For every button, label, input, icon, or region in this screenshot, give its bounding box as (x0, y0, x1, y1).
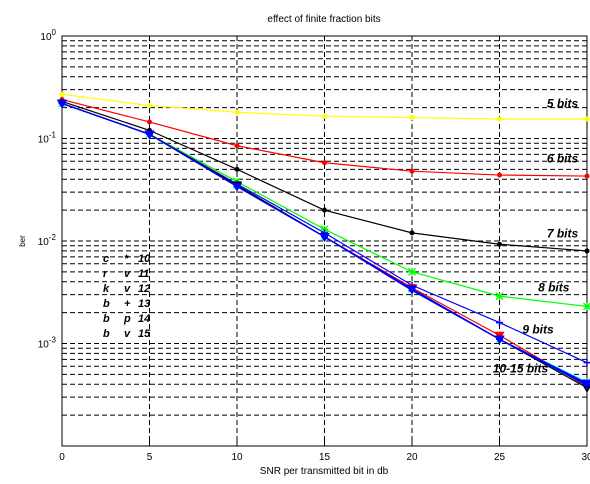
y-axis-label: ber (18, 235, 27, 247)
legend-marker-code: v (124, 268, 131, 280)
curve-label: 8 bits (538, 281, 570, 295)
legend-color-code: b (103, 298, 110, 310)
legend-row: b v 15 (103, 328, 151, 340)
legend-row: b +13 (103, 298, 150, 310)
data-point (234, 109, 240, 115)
x-tick-label: 0 (59, 452, 65, 463)
series-11 (56, 99, 590, 389)
series-layer (56, 91, 590, 393)
data-point (583, 302, 590, 311)
x-tick-label: 5 (147, 452, 153, 463)
data-point (408, 267, 416, 276)
legend-marker-code: * (124, 253, 129, 265)
legend-row: b p 14 (103, 313, 150, 325)
y-tick-label: 10-2 (38, 233, 57, 248)
data-point (234, 143, 240, 149)
legend-bits-value: 11 (138, 268, 149, 280)
data-point (409, 115, 415, 121)
legend-marker-code: + (124, 298, 131, 310)
data-point (147, 119, 152, 125)
curve-label: 9 bits (522, 323, 554, 337)
legend-color-code: r (103, 268, 108, 280)
curve-label: 5 bits (547, 97, 579, 111)
legend-marker-code: v (124, 283, 131, 295)
data-point (584, 116, 590, 122)
x-tick-label: 25 (494, 452, 506, 463)
data-point (409, 168, 415, 174)
y-tick-label: 10-1 (38, 131, 57, 146)
curve-label: 7 bits (547, 227, 579, 241)
y-tick-label: 10-3 (38, 336, 57, 351)
curve-label: 6 bits (547, 152, 579, 166)
data-point (59, 91, 65, 97)
legend-bits-value: 15 (138, 328, 151, 340)
data-point (319, 233, 330, 242)
legend-color-code: c (103, 253, 109, 265)
data-point (496, 319, 503, 327)
x-tick-label: 15 (319, 452, 331, 463)
legend-bits-value: 14 (138, 313, 150, 325)
data-point (406, 285, 418, 295)
legend-marker-code: p (123, 313, 131, 325)
data-point (144, 130, 155, 140)
data-point (322, 207, 327, 213)
series-1 (59, 91, 590, 122)
data-point (497, 116, 502, 122)
data-point (581, 379, 590, 389)
legend-bits-value: 12 (138, 283, 150, 295)
y-tick-label: 100 (40, 28, 56, 43)
x-tick-label: 10 (231, 452, 243, 463)
data-point (56, 99, 68, 109)
data-point (583, 359, 590, 367)
legend-bits-value: 13 (138, 298, 150, 310)
data-point (147, 102, 152, 108)
data-point (231, 182, 243, 192)
data-point (322, 160, 327, 166)
data-point (234, 166, 240, 172)
legend-color-code: b (103, 313, 110, 325)
tick-labels: 0 5 10 15 20 25 30 100 10-1 10-2 10-3 (38, 28, 590, 463)
chart-title: effect of finite fraction bits (267, 14, 380, 25)
legend-row: r v 11 (103, 268, 149, 280)
data-point (495, 292, 504, 301)
curve-label: 10-15 bits (493, 362, 549, 376)
legend-bits-value: 10 (138, 253, 151, 265)
data-point (584, 173, 590, 179)
legend: c * 10 r v 11 k v 12 b +13 b p 14 b v 15 (103, 253, 151, 340)
x-tick-label: 30 (581, 452, 590, 463)
x-axis-label: SNR per transmitted bit in db (260, 466, 389, 477)
legend-color-code: b (103, 328, 110, 340)
legend-row: c * 10 (103, 253, 151, 265)
legend-color-code: k (103, 283, 110, 295)
data-point (584, 248, 590, 254)
data-point (497, 241, 502, 247)
data-point (497, 172, 502, 178)
annotations: 5 bits 6 bits 7 bits 8 bits 9 bits 10-15 bits (493, 97, 579, 376)
legend-marker-code: v (124, 328, 131, 340)
data-point (320, 225, 329, 234)
x-tick-label: 20 (406, 452, 418, 463)
data-point (322, 113, 327, 119)
data-point (409, 230, 415, 236)
data-point (494, 335, 505, 345)
legend-row: k v 12 (103, 283, 150, 295)
